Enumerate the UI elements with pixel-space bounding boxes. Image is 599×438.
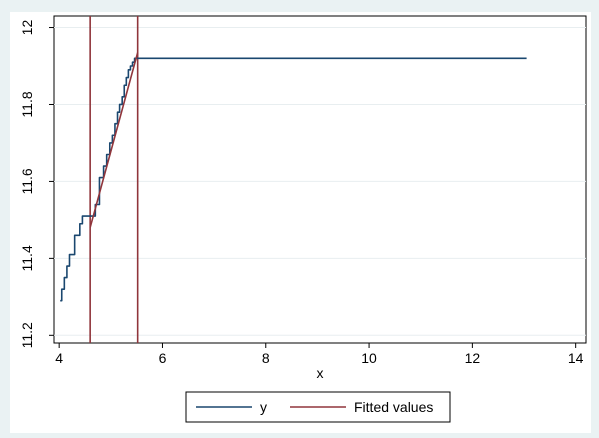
- y-tick-label: 11.8: [19, 91, 35, 117]
- legend-label: Fitted values: [354, 399, 433, 415]
- y-tick-label: 12: [19, 20, 35, 36]
- legend-label: y: [260, 399, 267, 415]
- series-line-fitted-values: [89, 52, 139, 228]
- series-layer: [60, 52, 527, 302]
- x-tick-label: 12: [465, 350, 481, 366]
- x-tick-label: 8: [262, 350, 270, 366]
- legend: y Fitted values: [185, 391, 451, 423]
- gridlines: [54, 27, 586, 336]
- series-line-y: [60, 57, 527, 302]
- plot-area: [53, 15, 587, 344]
- y-tick-label: 11.2: [19, 322, 35, 348]
- x-tick-label: 4: [55, 350, 63, 366]
- x-tick-label: 14: [568, 350, 584, 366]
- x-tick-label: 10: [361, 350, 377, 366]
- x-axis: 4 6 8 10 12 14: [55, 343, 584, 366]
- reference-lines: [89, 16, 139, 343]
- y-tick-label: 11.4: [19, 245, 35, 271]
- x-tick-label: 6: [159, 350, 167, 366]
- y-tick-label: 11.6: [19, 168, 35, 194]
- x-axis-title: x: [317, 365, 324, 381]
- y-axis: 11.2 11.4 11.6 11.8 12: [19, 20, 54, 348]
